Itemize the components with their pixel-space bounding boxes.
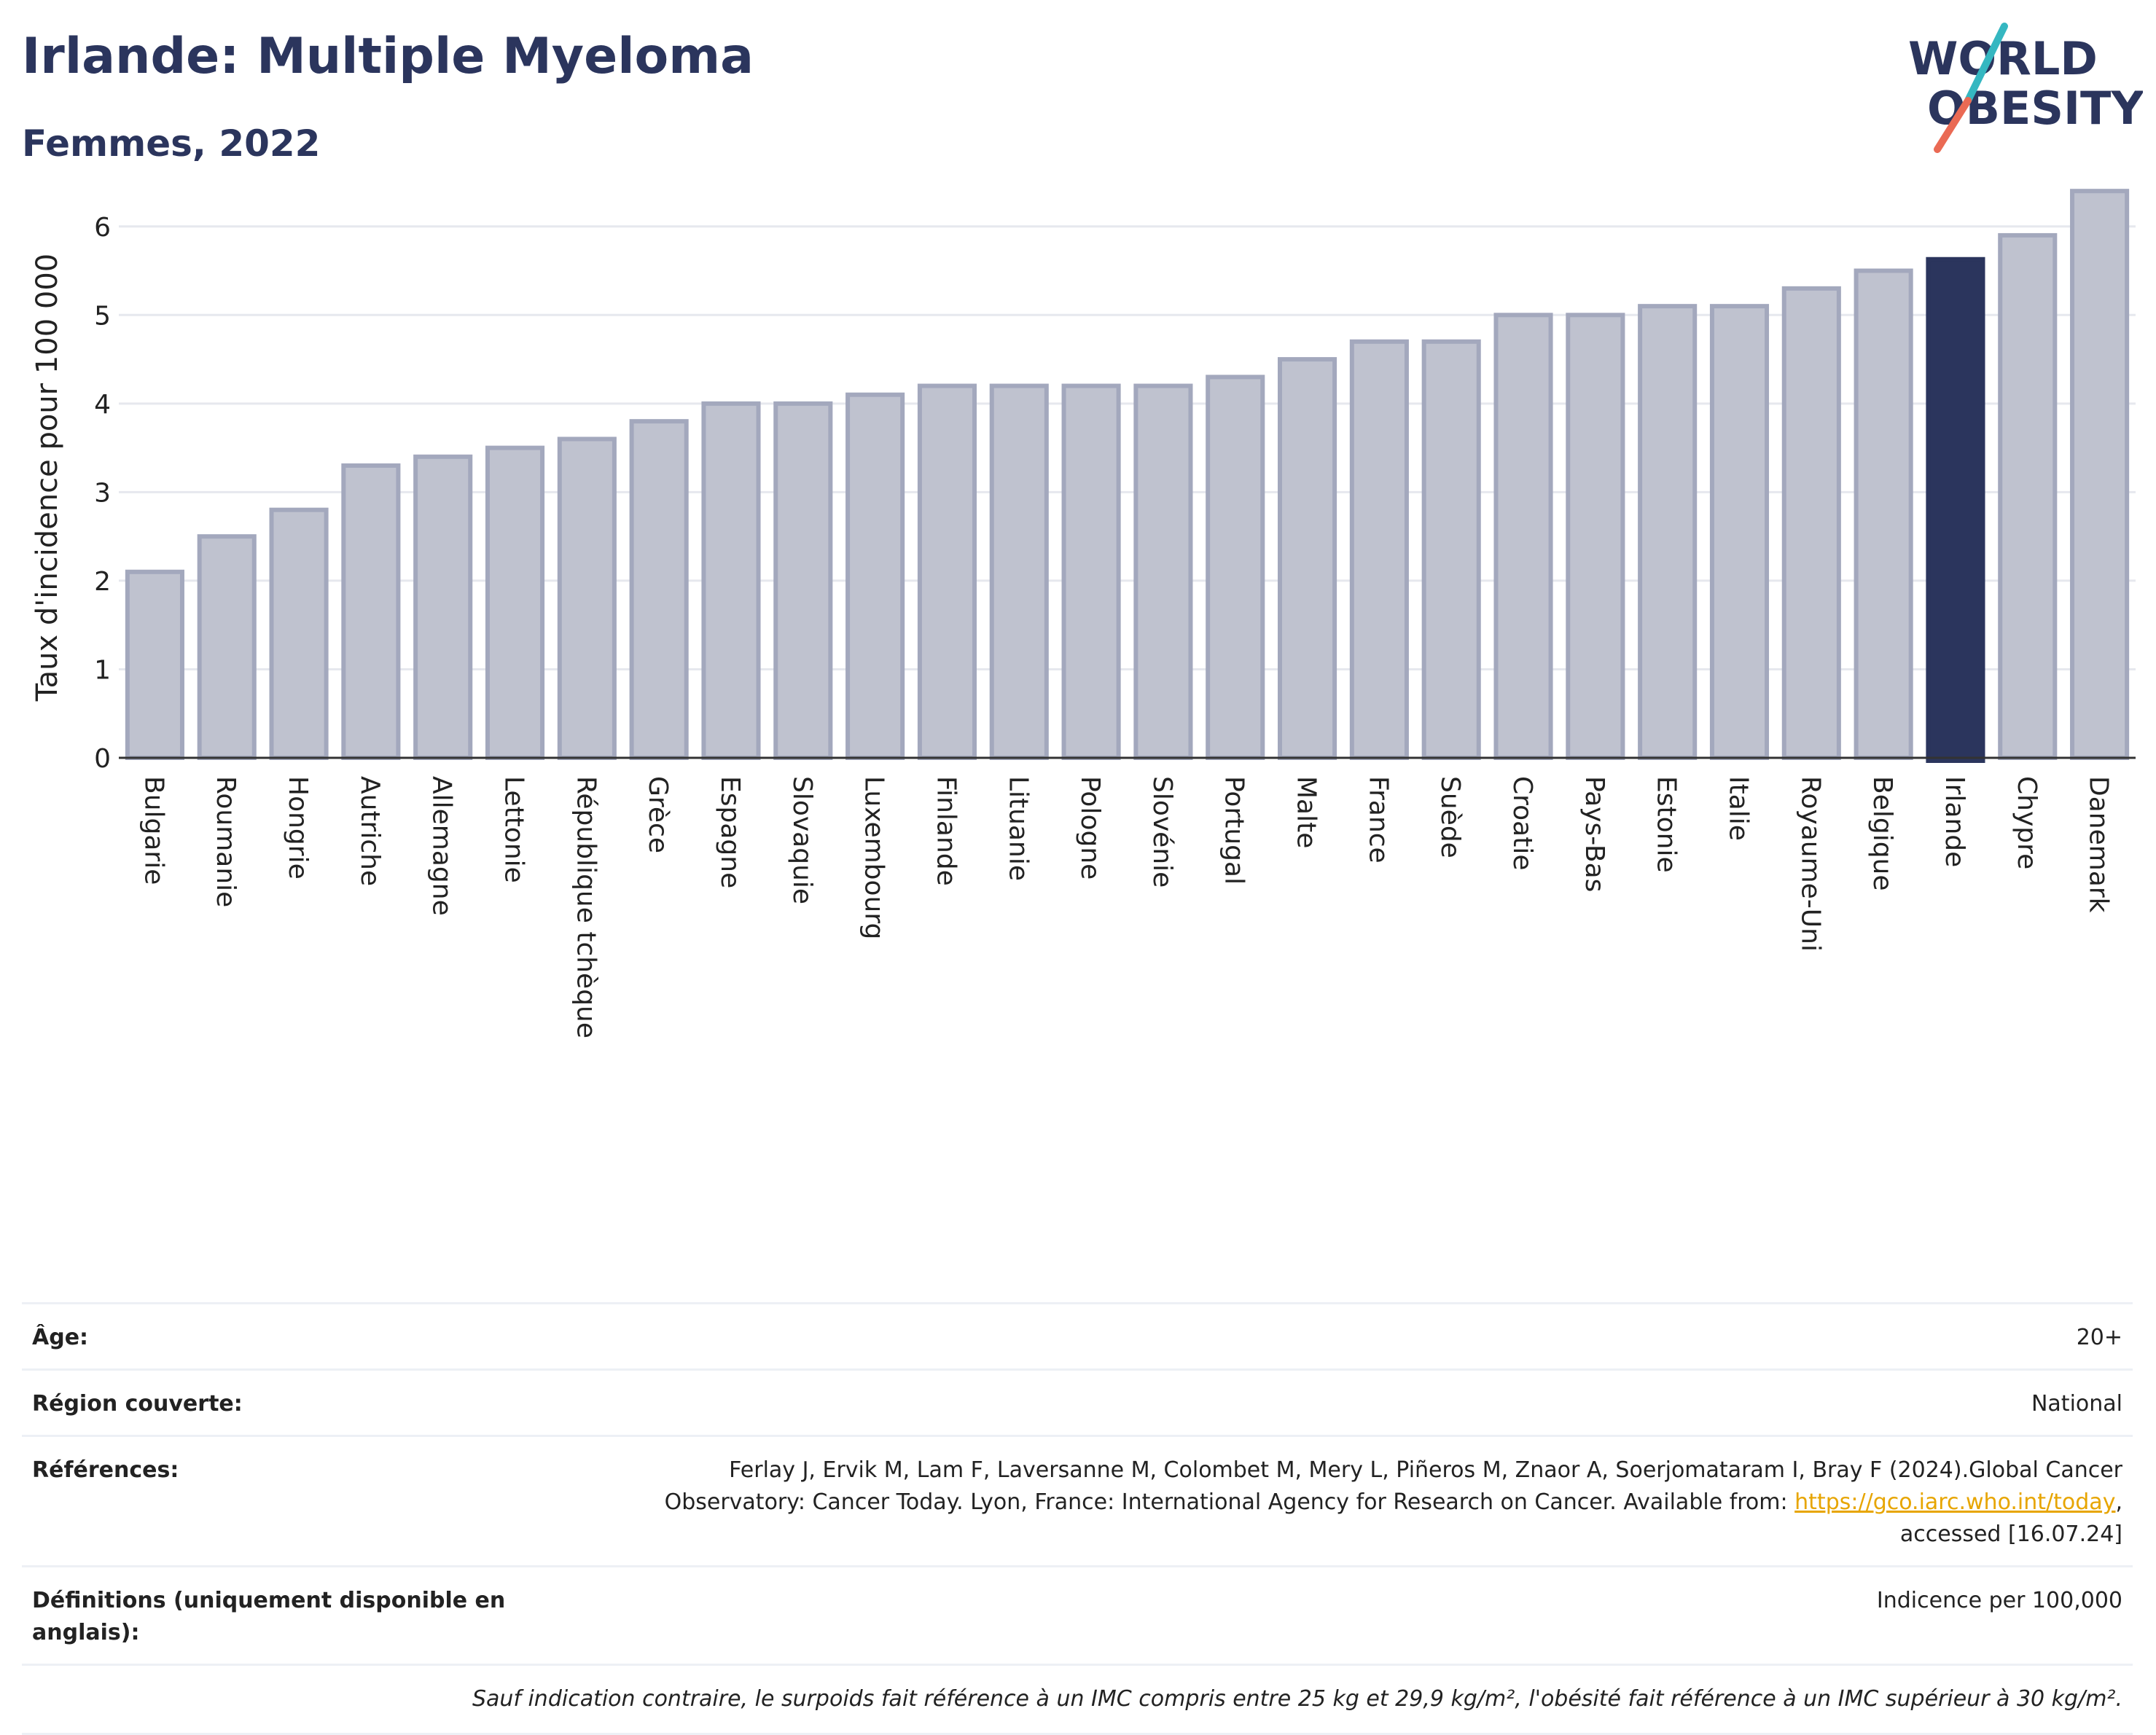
- bar-croatie: [1493, 313, 1553, 760]
- x-tick-label: Allemagne: [427, 776, 457, 916]
- y-tick-label: 5: [94, 301, 111, 331]
- x-tick-label: Pays-Bas: [1579, 776, 1609, 892]
- meta-refs-value: Ferlay J, Ervik M, Lam F, Laversanne M, …: [592, 1454, 2122, 1551]
- bar-pologne: [1061, 383, 1121, 760]
- bar-autriche: [341, 463, 401, 761]
- y-tick-label: 6: [94, 213, 111, 243]
- page-subtitle: Femmes, 2022: [22, 122, 321, 165]
- bar-slovénie: [1133, 383, 1193, 760]
- meta-age-value: 20+: [2076, 1325, 2122, 1350]
- y-tick-label: 0: [94, 744, 111, 774]
- world-obesity-logo: WORLD OBESITY: [1908, 23, 2143, 153]
- y-axis-label: Taux d'incidence pour 100 000: [31, 254, 64, 702]
- bar-république-tchèque: [557, 436, 617, 760]
- x-tick-label: Finlande: [931, 776, 961, 886]
- meta-refs-label: Références:: [32, 1457, 179, 1483]
- bar-belgique: [1854, 268, 1913, 760]
- x-tick-label: Slovénie: [1147, 776, 1177, 888]
- bar-royaume-uni: [1781, 286, 1841, 761]
- bar-estonie: [1638, 304, 1698, 760]
- meta-refs-text-1: Ferlay J, Ervik M, Lam F, Laversanne M, …: [664, 1457, 2122, 1515]
- x-tick-labels: Bulgarie Roumanie Hongrie Autriche Allemagne…: [138, 776, 2113, 1038]
- bar-luxembourg: [845, 392, 905, 760]
- x-tick-label: Irlande: [1940, 776, 1969, 867]
- x-tick-label: Suède: [1435, 776, 1465, 858]
- meta-defs-label: Définitions (uniquement disponible en an…: [32, 1588, 506, 1645]
- bar-danemark: [2070, 189, 2130, 760]
- bar-lettonie: [485, 445, 545, 760]
- x-tick-label: Chypre: [2012, 776, 2042, 869]
- x-tick-label: Lituanie: [1003, 776, 1033, 881]
- x-tick-label: Autriche: [355, 776, 385, 886]
- y-tick-label: 2: [94, 567, 111, 597]
- bar-roumanie: [197, 534, 257, 761]
- meta-defs-value: Indicence per 100,000: [1876, 1588, 2122, 1613]
- meta-region-value: National: [2031, 1391, 2122, 1417]
- bar-espagne: [701, 401, 761, 760]
- x-tick-label: Luxembourg: [859, 776, 889, 939]
- bar-france: [1349, 339, 1409, 760]
- meta-region-label: Région couverte:: [32, 1391, 243, 1417]
- x-tick-label: Italie: [1723, 776, 1753, 841]
- bar-chart: 0 1 2 3 4 5 6 Bulgarie Roumanie Hongrie Autriche A…: [31, 189, 2136, 1038]
- x-tick-label: Royaume-Uni: [1795, 776, 1825, 952]
- bar-slovaquie: [773, 401, 833, 760]
- x-tick-label: Portugal: [1219, 776, 1249, 885]
- x-tick-label: Belgique: [1867, 776, 1897, 891]
- bar-pays-bas: [1566, 313, 1625, 760]
- bar-bulgarie: [125, 569, 184, 760]
- x-tick-label: Hongrie: [283, 776, 313, 880]
- meta-row-references: Références: Ferlay J, Ervik M, Lam F, La…: [22, 1435, 2133, 1565]
- x-tick-label: Estonie: [1652, 776, 1682, 873]
- meta-note: Sauf indication contraire, le surpoids f…: [22, 1664, 2133, 1735]
- x-tick-label: Roumanie: [211, 776, 241, 907]
- x-tick-label: France: [1363, 776, 1393, 863]
- x-tick-label: Malte: [1292, 776, 1321, 848]
- x-tick-label: Slovaquie: [787, 776, 817, 904]
- x-tick-label: Pologne: [1075, 776, 1105, 880]
- bar-hongrie: [269, 507, 329, 760]
- meta-row-age: Âge: 20+: [22, 1302, 2133, 1368]
- gco-link[interactable]: https://gco.iarc.who.int/today: [1794, 1489, 2116, 1515]
- meta-age-label: Âge:: [32, 1325, 89, 1350]
- metadata-table: Âge: 20+ Région couverte: National Référ…: [22, 1302, 2133, 1735]
- page-title: Irlande: Multiple Myeloma: [22, 28, 754, 85]
- bar-irlande: [1926, 256, 1985, 763]
- x-tick-label: Grèce: [643, 776, 673, 853]
- x-tick-label: Lettonie: [499, 776, 529, 883]
- meta-refs-text-2: , accessed [16.07.24]: [1899, 1489, 2122, 1547]
- meta-row-region: Région couverte: National: [22, 1368, 2133, 1435]
- meta-row-definitions: Définitions (uniquement disponible en an…: [22, 1565, 2133, 1664]
- logo-slash-teal: [1964, 23, 2008, 104]
- bar-allemagne: [413, 454, 473, 760]
- bar-suède: [1421, 339, 1481, 760]
- x-tick-label: Croatie: [1507, 776, 1537, 871]
- bar-chypre: [1998, 232, 2058, 760]
- bar-portugal: [1206, 375, 1265, 760]
- logo-slash-coral: [1934, 97, 1972, 153]
- bars: [125, 189, 2130, 763]
- bar-malte: [1278, 357, 1337, 761]
- x-tick-label: Danemark: [2084, 776, 2114, 913]
- x-tick-label: Bulgarie: [138, 776, 168, 885]
- x-tick-label: Espagne: [715, 776, 745, 888]
- bar-lituanie: [989, 383, 1049, 760]
- y-tick-label: 3: [94, 478, 111, 508]
- logo-word-1: WORLD: [1908, 32, 2098, 85]
- bar-grèce: [629, 419, 689, 761]
- bar-italie: [1709, 304, 1770, 760]
- y-tick-labels: 0 1 2 3 4 5 6: [94, 213, 111, 774]
- bar-finlande: [917, 383, 977, 760]
- x-tick-label: République tchèque: [571, 776, 601, 1038]
- y-tick-label: 4: [94, 390, 111, 420]
- y-tick-label: 1: [94, 655, 111, 685]
